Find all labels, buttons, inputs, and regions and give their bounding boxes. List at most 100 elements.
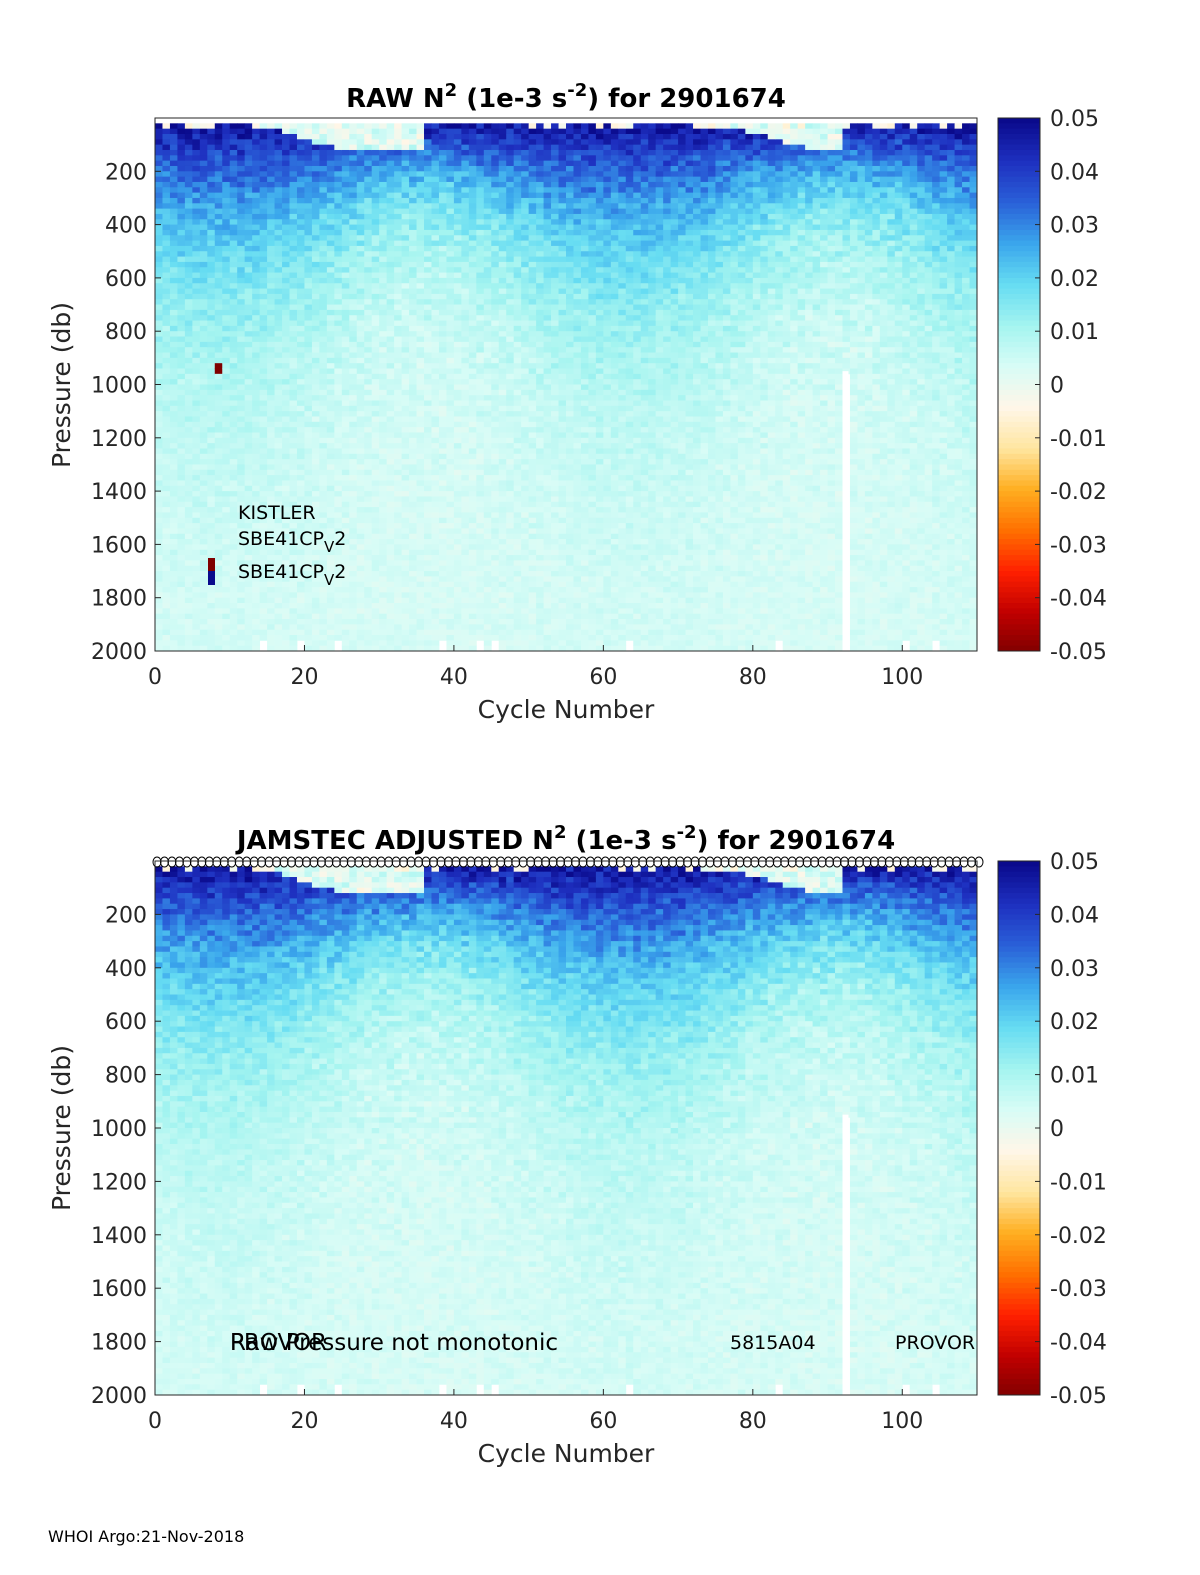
heatmap-cell [214, 256, 223, 263]
heatmap-cell [431, 533, 440, 540]
heatmap-cell [379, 181, 388, 188]
heatmap-cell [267, 539, 275, 545]
heatmap-cell [177, 128, 186, 135]
heatmap-cell [356, 224, 365, 231]
heatmap-cell [229, 443, 238, 449]
heatmap-cell [311, 288, 320, 295]
heatmap-cell [371, 555, 380, 561]
heatmap-cell [304, 176, 313, 183]
heatmap-cell [379, 213, 388, 220]
heatmap-cell [319, 325, 328, 332]
heatmap-cell [386, 539, 395, 545]
heatmap-cell [214, 640, 223, 647]
heatmap-cell [468, 491, 477, 497]
heatmap-cell [506, 197, 515, 204]
heatmap-cell [424, 475, 432, 481]
heatmap-cell [446, 464, 455, 471]
heatmap-cell [289, 384, 298, 391]
heatmap-cell [289, 613, 298, 620]
heatmap-cell [259, 597, 268, 604]
heatmap-cell [521, 229, 530, 236]
heatmap-cell [371, 640, 380, 647]
heatmap-cell [207, 416, 216, 423]
heatmap-cell [326, 320, 335, 327]
heatmap-cell [468, 437, 477, 444]
heatmap-cell [491, 501, 500, 508]
heatmap-cell [289, 597, 298, 604]
heatmap-cell [453, 608, 462, 615]
heatmap-cell [386, 176, 395, 183]
heatmap-cell [506, 421, 515, 428]
heatmap-cell [326, 208, 335, 215]
heatmap-cell [349, 235, 358, 241]
heatmap-cell [453, 629, 462, 636]
heatmap-cell [476, 357, 485, 364]
heatmap-cell [184, 469, 193, 476]
heatmap-cell [528, 128, 537, 135]
raw-heatmap-cells [155, 123, 978, 652]
heatmap-cell [274, 192, 283, 199]
heatmap-cell [379, 256, 388, 263]
heatmap-cell [506, 235, 515, 241]
heatmap-cell [341, 389, 350, 396]
heatmap-cell [498, 368, 507, 375]
heatmap-cell [521, 123, 530, 130]
heatmap-cell [356, 357, 365, 364]
heatmap-cell [341, 523, 350, 529]
heatmap-cell [267, 421, 275, 428]
heatmap-cell [244, 299, 253, 305]
heatmap-cell [296, 288, 305, 295]
heatmap-cell [184, 459, 193, 465]
heatmap-cell [267, 123, 275, 130]
heatmap-cell [259, 272, 268, 279]
heatmap-cell [453, 123, 462, 130]
heatmap-cell [274, 299, 283, 305]
heatmap-cell [491, 171, 500, 178]
heatmap-cell [438, 544, 447, 551]
heatmap-cell [521, 603, 530, 609]
heatmap-cell [207, 155, 216, 162]
heatmap-cell [192, 176, 201, 183]
heatmap-cell [199, 437, 208, 444]
heatmap-cell [409, 613, 417, 620]
heatmap-cell [326, 347, 335, 353]
heatmap-cell [401, 565, 410, 572]
heatmap-cell [438, 304, 447, 311]
heatmap-cell [409, 421, 417, 428]
heatmap-cell [192, 123, 201, 130]
heatmap-cell [461, 352, 470, 359]
heatmap-cell [341, 517, 350, 524]
heatmap-cell [476, 635, 485, 641]
heatmap-cell [476, 587, 485, 593]
heatmap-cell [177, 533, 186, 540]
heatmap-cell [169, 197, 178, 204]
heatmap-cell [334, 496, 343, 503]
heatmap-cell [289, 480, 298, 487]
heatmap-cell [371, 261, 380, 268]
heatmap-cell [334, 368, 343, 375]
heatmap-cell [192, 144, 201, 151]
heatmap-cell [491, 368, 500, 375]
heatmap-cell [229, 475, 238, 481]
heatmap-cell [476, 192, 485, 199]
heatmap-cell [237, 507, 246, 513]
heatmap-cell [192, 315, 201, 321]
heatmap-cell [282, 336, 290, 343]
heatmap-cell [461, 389, 470, 396]
heatmap-cell [371, 475, 380, 481]
heatmap-cell [162, 432, 171, 439]
heatmap-cell [341, 549, 350, 556]
heatmap-cell [296, 336, 305, 343]
heatmap-cell [468, 416, 477, 423]
heatmap-cell [267, 555, 275, 561]
heatmap-cell [446, 155, 455, 162]
heatmap-cell [438, 309, 447, 316]
heatmap-cell [311, 544, 320, 551]
heatmap-cell [229, 331, 238, 337]
heatmap-cell [259, 491, 268, 497]
heatmap-cell [184, 592, 193, 599]
heatmap-cell [304, 272, 313, 279]
heatmap-cell [184, 213, 193, 220]
heatmap-cell [468, 341, 477, 348]
heatmap-cell [476, 213, 485, 220]
